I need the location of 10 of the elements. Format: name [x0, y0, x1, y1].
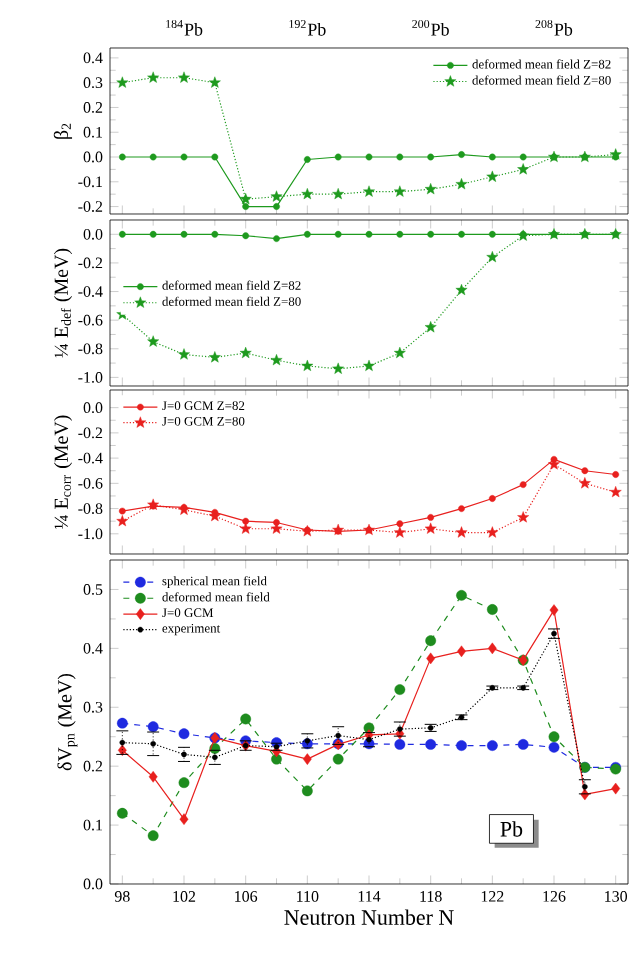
text: $^{200}$Pb: [412, 19, 449, 36]
text: $^{208}$Pb: [535, 19, 573, 36]
text: $^{184}$Pb: [166, 19, 203, 36]
y-axis-title: δV$_{pn}$ (MeV): [57, 673, 78, 771]
annotation: Pb: [500, 821, 523, 837]
y-axis-title: β$_{2}$: [53, 123, 73, 139]
x-axis-title: Neutron Number N: [284, 909, 454, 925]
y-axis-title: ¼ E$_{corr}$ (MeV): [53, 415, 73, 529]
text: $^{192}$Pb: [289, 19, 326, 36]
y-axis-title: ¼ E$_{def}$ (MeV): [53, 248, 73, 358]
